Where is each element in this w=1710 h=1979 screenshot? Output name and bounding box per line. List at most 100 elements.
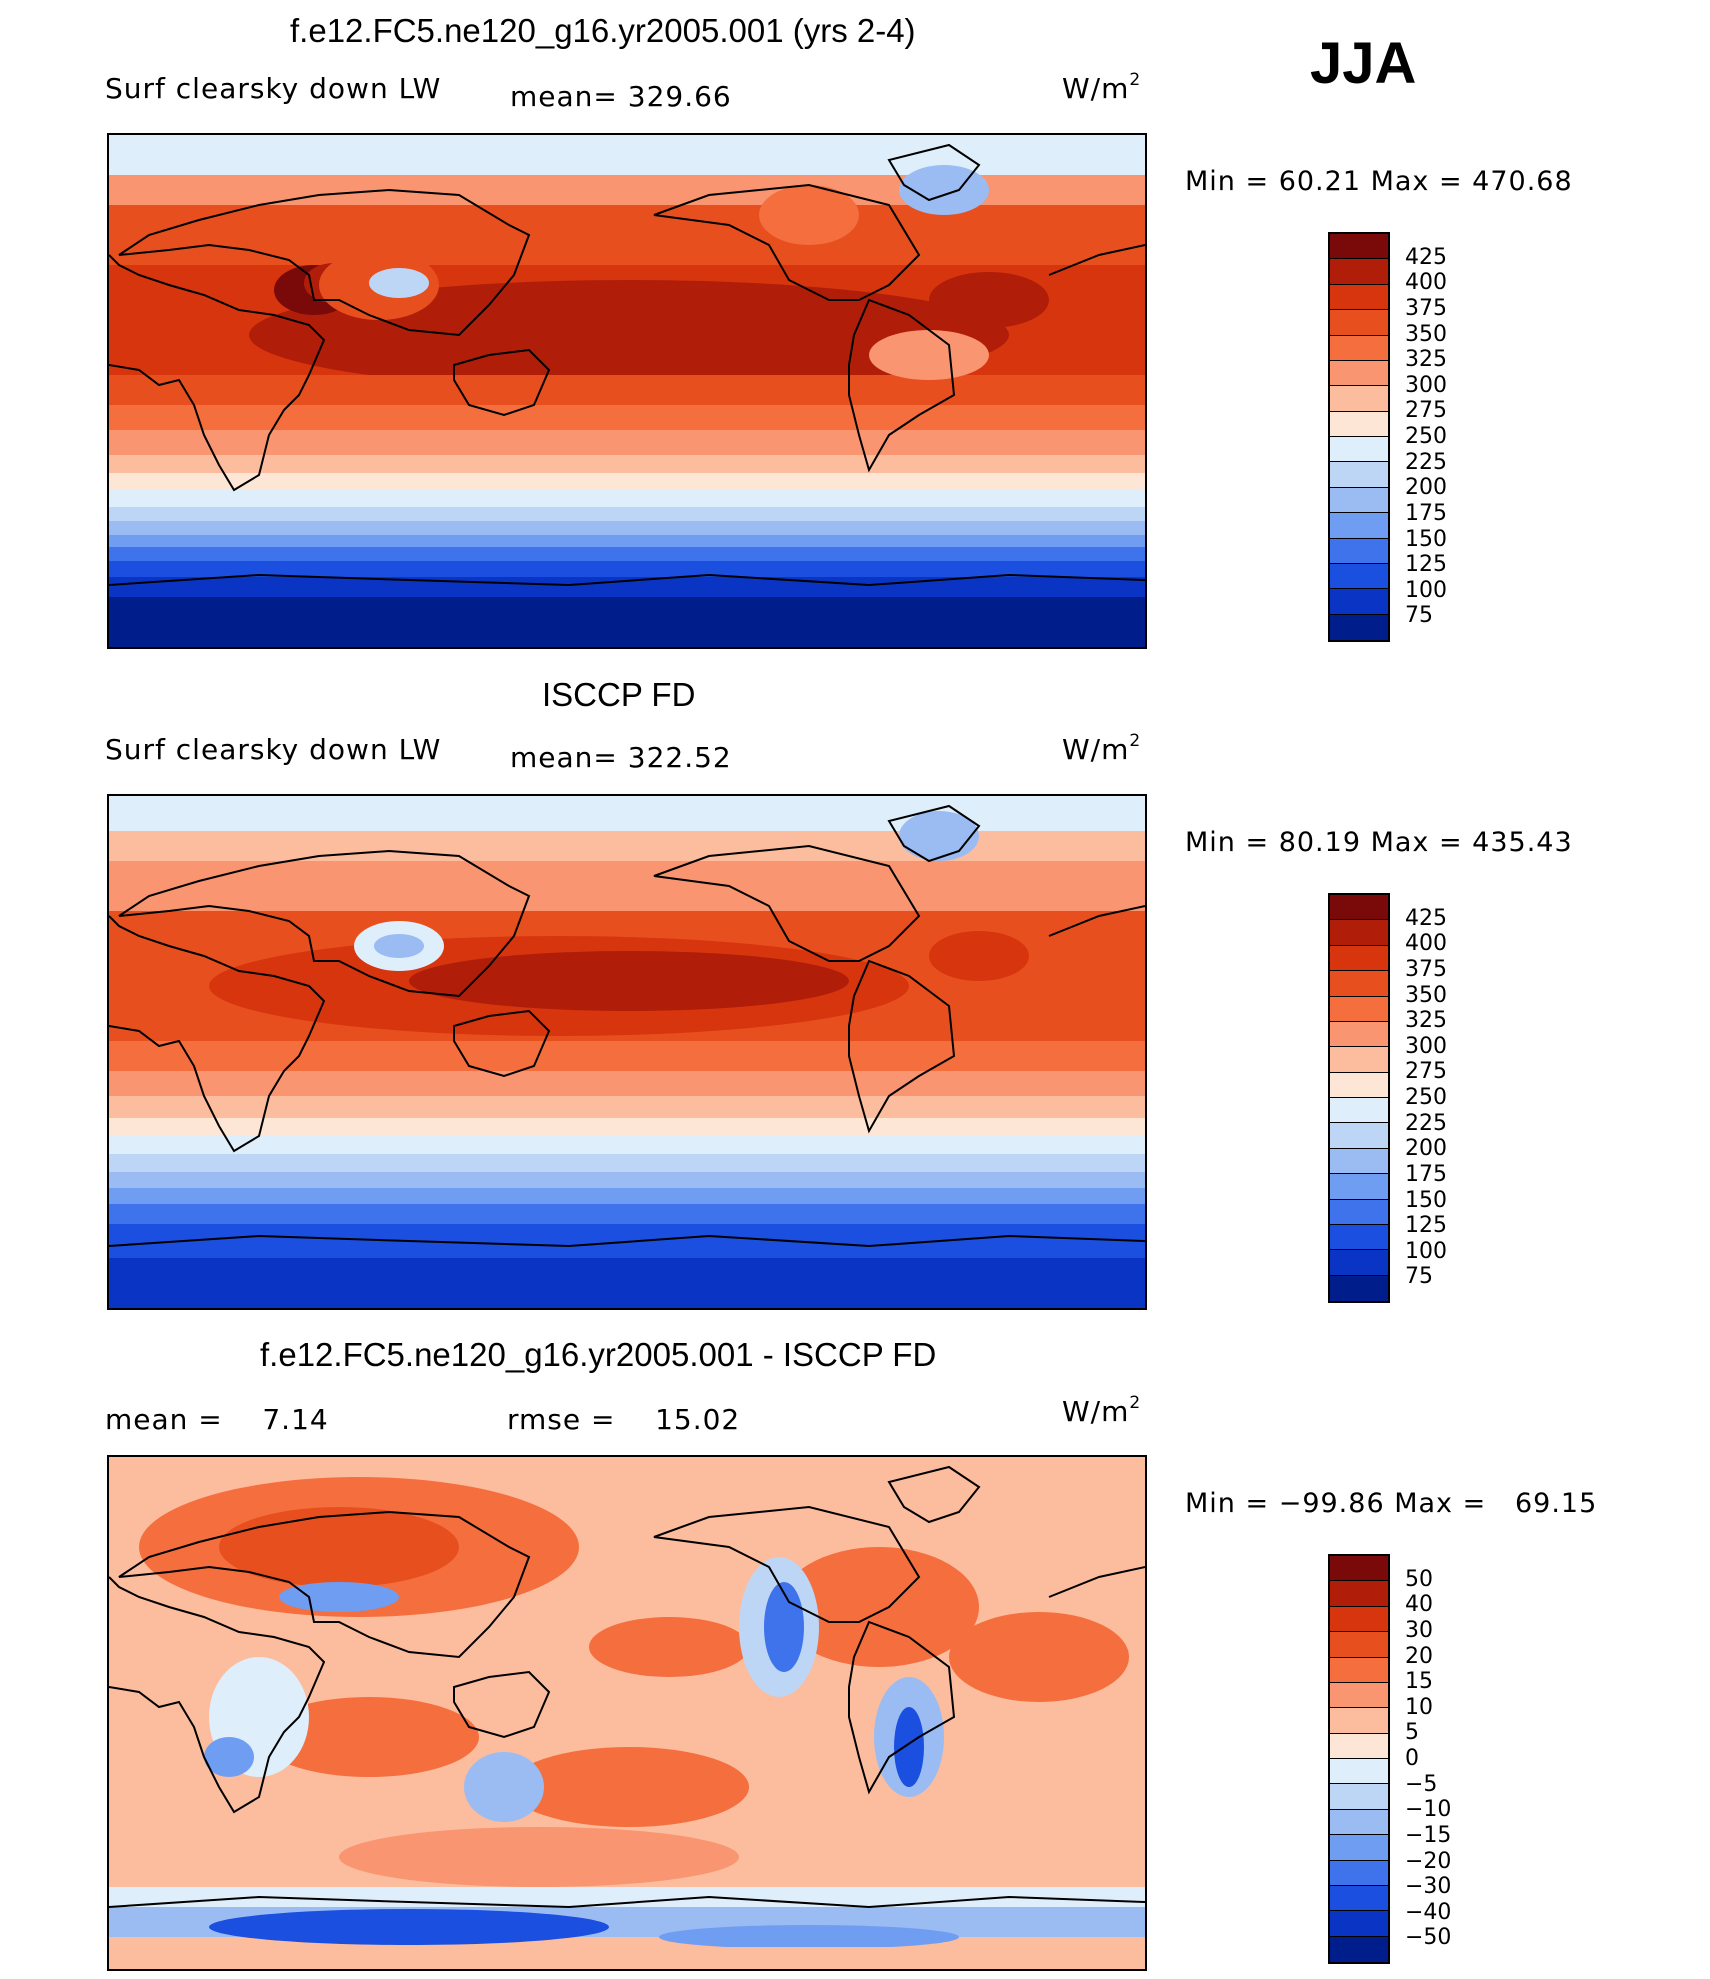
panel-1-minmax: Min = 60.21 Max = 470.68: [1185, 166, 1573, 197]
colorbar-segment: [1330, 1759, 1388, 1785]
colorbar-tick-label: 350: [1405, 982, 1447, 1008]
colorbar-tick-label: 425: [1405, 244, 1447, 270]
colorbar-tick-label: 400: [1405, 270, 1447, 296]
panel-3-map-svg: [109, 1457, 1145, 1969]
colorbar-tick-label: 150: [1405, 1187, 1447, 1213]
colorbar-segment: [1330, 1632, 1388, 1658]
panel-2-title: ISCCP FD: [542, 676, 696, 713]
colorbar-segment: [1330, 234, 1388, 260]
colorbar-segment: [1330, 895, 1388, 921]
colorbar-segment: [1330, 411, 1388, 437]
panel-1-unit-exp: 2: [1129, 69, 1142, 90]
colorbar-segment: [1330, 1275, 1388, 1301]
colorbar-segment: [1330, 1174, 1388, 1200]
colorbar-tick-label: 5: [1405, 1720, 1419, 1746]
colorbar-tick-label: −30: [1405, 1874, 1452, 1900]
colorbar-segment: [1330, 335, 1388, 361]
colorbar-tick-label: 30: [1405, 1617, 1433, 1643]
colorbar-tick-label: 200: [1405, 475, 1447, 501]
colorbar-tick-label: 125: [1405, 552, 1447, 578]
colorbar-tick-label: 125: [1405, 1213, 1447, 1239]
panel-3-rmse-label: rmse = 15.02: [507, 1403, 741, 1436]
colorbar-segment: [1330, 259, 1388, 285]
colorbar-tick-label: −15: [1405, 1822, 1452, 1848]
panel-2-unit-label: W/m2: [1062, 730, 1142, 766]
colorbar-tick-label: 225: [1405, 449, 1447, 475]
colorbar-segment: [1330, 1657, 1388, 1683]
panel-3-map: [107, 1455, 1147, 1971]
colorbar-tick-label: 50: [1405, 1566, 1433, 1592]
colorbar-tick-label: 75: [1405, 603, 1433, 629]
colorbar-segment: [1330, 563, 1388, 590]
colorbar-tick-label: −40: [1405, 1899, 1452, 1925]
colorbar-tick-label: 375: [1405, 295, 1447, 321]
colorbar-segment: [1330, 513, 1388, 539]
colorbar-segment: [1330, 614, 1388, 640]
colorbar-tick-label: 325: [1405, 1008, 1447, 1034]
colorbar-tick-label: 275: [1405, 398, 1447, 424]
colorbar-tick-label: 175: [1405, 1161, 1447, 1187]
colorbar-segment: [1330, 1708, 1388, 1734]
colorbar-tick-label: 250: [1405, 424, 1447, 449]
panel-1-map: [107, 133, 1147, 649]
colorbar-segment: [1330, 1021, 1388, 1048]
colorbar-tick-label: 425: [1405, 905, 1447, 931]
panel-2-unit-text: W/m: [1062, 733, 1130, 766]
panel-1-unit-text: W/m: [1062, 72, 1130, 105]
colorbar-tick-label: 275: [1405, 1059, 1447, 1085]
colorbar-tick-label: 150: [1405, 526, 1447, 552]
colorbar-segment: [1330, 1860, 1388, 1886]
colorbar-segment: [1330, 945, 1388, 972]
panel-2-minmax: Min = 80.19 Max = 435.43: [1185, 827, 1573, 858]
colorbar-segment: [1330, 1885, 1388, 1912]
panel-2-variable-label: Surf clearsky down LW: [105, 733, 442, 766]
colorbar-segment: [1330, 1072, 1388, 1098]
colorbar-segment: [1330, 1148, 1388, 1175]
colorbar-tick-label: 225: [1405, 1110, 1447, 1136]
colorbar-tick-label: 75: [1405, 1264, 1433, 1290]
panel-3-unit-exp: 2: [1129, 1392, 1142, 1413]
colorbar-segment: [1330, 1606, 1388, 1633]
colorbar-segment: [1330, 589, 1388, 615]
colorbar-segment: [1330, 1123, 1388, 1149]
colorbar-segment: [1330, 310, 1388, 336]
colorbar-segment: [1330, 538, 1388, 564]
colorbar-tick-label: −50: [1405, 1925, 1452, 1951]
colorbar-tick-label: 100: [1405, 1238, 1447, 1264]
colorbar-segment: [1330, 971, 1388, 997]
colorbar-segment: [1330, 284, 1388, 311]
colorbar-tick-label: 10: [1405, 1694, 1433, 1720]
panel-1-colorbar: [1328, 232, 1390, 642]
colorbar-tick-label: 400: [1405, 931, 1447, 957]
colorbar-segment: [1330, 996, 1388, 1022]
colorbar-tick-label: 0: [1405, 1746, 1419, 1771]
colorbar-tick-label: 300: [1405, 372, 1447, 398]
panel-1-unit-label: W/m2: [1062, 69, 1142, 105]
colorbar-segment: [1330, 1047, 1388, 1073]
colorbar-tick-label: −5: [1405, 1771, 1438, 1797]
colorbar-segment: [1330, 1098, 1388, 1124]
colorbar-tick-label: 100: [1405, 577, 1447, 603]
colorbar-segment: [1330, 386, 1388, 412]
colorbar-segment: [1330, 437, 1388, 463]
panel-2-map-svg: [109, 796, 1145, 1308]
colorbar-tick-label: 15: [1405, 1669, 1433, 1695]
colorbar-segment: [1330, 1682, 1388, 1709]
colorbar-tick-label: 375: [1405, 956, 1447, 982]
colorbar-segment: [1330, 360, 1388, 387]
panel-2-unit-exp: 2: [1129, 730, 1142, 751]
panel-3-unit-text: W/m: [1062, 1395, 1130, 1428]
panel-1-title: f.e12.FC5.ne120_g16.yr2005.001 (yrs 2-4): [290, 12, 916, 49]
panel-1-map-svg: [109, 135, 1145, 647]
colorbar-segment: [1330, 1835, 1388, 1861]
colorbar-segment: [1330, 1936, 1388, 1962]
panel-3-unit-label: W/m2: [1062, 1392, 1142, 1428]
colorbar-segment: [1330, 1581, 1388, 1607]
colorbar-tick-label: 350: [1405, 321, 1447, 347]
colorbar-tick-label: −20: [1405, 1848, 1452, 1874]
season-label: JJA: [1310, 31, 1417, 96]
colorbar-tick-label: 175: [1405, 500, 1447, 526]
colorbar-tick-label: 200: [1405, 1136, 1447, 1162]
colorbar-segment: [1330, 1199, 1388, 1225]
colorbar-segment: [1330, 1784, 1388, 1810]
